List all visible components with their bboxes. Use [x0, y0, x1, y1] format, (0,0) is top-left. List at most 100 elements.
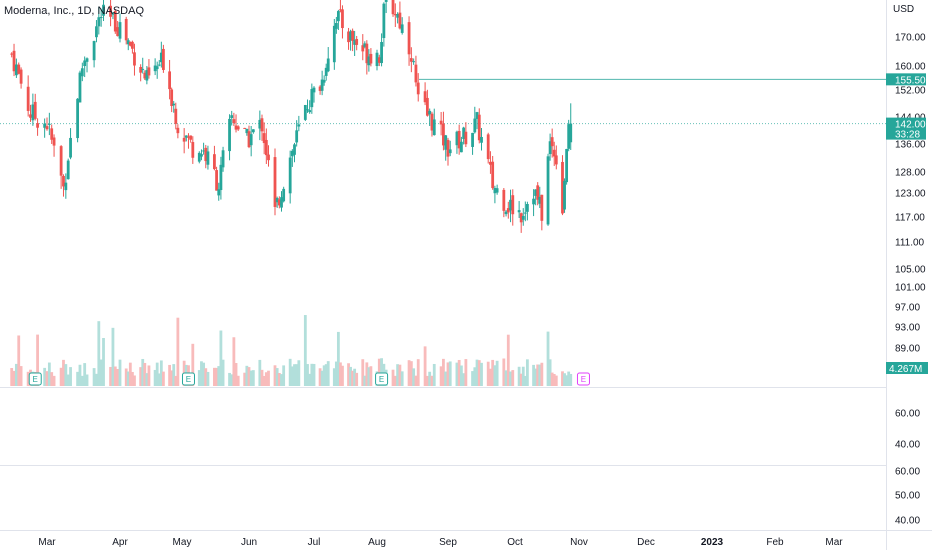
candle-body — [232, 119, 236, 124]
volume-bar — [561, 371, 564, 386]
candle-body — [19, 69, 23, 84]
candle-body — [206, 151, 210, 165]
candle-body — [523, 212, 527, 214]
volume-bar — [318, 368, 322, 386]
candle-body — [243, 127, 247, 129]
candle-body — [550, 137, 554, 147]
candle-body — [184, 135, 188, 138]
volume-bar — [12, 370, 16, 386]
candle-body — [200, 154, 203, 157]
volume-bar — [111, 327, 115, 386]
volume-bar — [430, 375, 434, 386]
volume-bar — [147, 365, 151, 386]
volume-bar — [97, 321, 101, 386]
last-price-badge-bg — [886, 117, 926, 140]
candle-body — [215, 170, 218, 191]
candle-body — [339, 9, 342, 11]
volume-bar — [215, 367, 218, 386]
candle-body — [439, 120, 443, 125]
volume-bar — [565, 375, 569, 386]
volume-bar — [69, 367, 72, 386]
volume-bar — [217, 366, 221, 386]
candle-body — [85, 58, 89, 62]
candle-body — [247, 131, 251, 148]
volume-bar — [228, 372, 231, 386]
volume-bar — [489, 368, 492, 386]
candle-body — [264, 139, 268, 156]
earnings-marker[interactable] — [576, 372, 590, 386]
volume-bar — [347, 363, 350, 386]
candle-body — [290, 150, 294, 157]
time-tick-label: Sep — [439, 537, 457, 548]
volume-bar — [78, 364, 82, 386]
volume-bar — [363, 375, 367, 386]
volume-bar — [332, 368, 336, 386]
candle-body — [78, 72, 82, 103]
earnings-marker[interactable] — [375, 372, 389, 386]
volume-bar — [525, 359, 529, 386]
volume-bar — [369, 366, 373, 386]
earnings-marker-label: E — [379, 375, 384, 384]
candle-body — [462, 127, 466, 139]
candle-body — [59, 146, 63, 176]
time-tick-label: Dec — [637, 537, 655, 548]
volume-bar — [353, 368, 357, 386]
candle-body — [295, 130, 299, 143]
volume-bar — [204, 368, 208, 386]
candle-body — [128, 41, 132, 46]
volume-bar — [416, 359, 420, 386]
volume-bar — [202, 362, 206, 386]
candle-body — [14, 64, 18, 76]
volume-bar — [128, 362, 132, 386]
candle-body — [159, 52, 163, 63]
volume-bar — [536, 364, 540, 386]
time-tick-label: Nov — [570, 537, 588, 548]
volume-bar — [145, 373, 149, 386]
candle-body — [297, 124, 301, 127]
volume-bar — [249, 370, 253, 386]
price-tick-label: 123.00 — [895, 189, 926, 200]
earnings-marker[interactable] — [28, 372, 42, 386]
candle-body — [506, 208, 510, 213]
candle-body — [398, 12, 402, 29]
volume-bar — [339, 362, 342, 386]
candle-body — [365, 43, 369, 64]
candle-body — [109, 5, 112, 17]
candle-body — [170, 89, 174, 107]
volume-bar — [275, 368, 279, 386]
candle-body — [347, 31, 350, 43]
candle-body — [293, 144, 296, 155]
volume-bar — [80, 375, 84, 386]
price-tick-label: 128.00 — [895, 168, 926, 179]
time-tick-label: Jun — [241, 537, 257, 548]
volume-bar — [197, 370, 201, 386]
volume-bar — [398, 364, 402, 386]
candle-body — [217, 189, 221, 196]
volume-bar — [428, 371, 432, 386]
candle-body — [538, 196, 542, 204]
time-axis[interactable]: Mar Apr May Jun Jul Aug Sep Oct Nov Dec 2023 Feb Mar — [38, 537, 843, 548]
candle-body — [493, 187, 497, 194]
volume-bar — [45, 371, 49, 386]
volume-bar — [260, 369, 264, 386]
earnings-marker[interactable] — [181, 372, 195, 386]
candle-body — [162, 48, 165, 70]
candle-body — [517, 210, 521, 213]
volume-bar — [423, 346, 427, 386]
volume-bar — [563, 373, 566, 386]
candle-body — [369, 53, 373, 64]
volume-bar — [480, 362, 483, 386]
candle-body — [312, 87, 316, 93]
volume-bar — [464, 359, 468, 386]
volume-bar — [355, 372, 359, 386]
candle-body — [64, 182, 68, 191]
candle-body — [182, 137, 186, 142]
volume-bar — [273, 365, 277, 386]
volume-bar — [280, 374, 283, 386]
volume-bar — [341, 365, 344, 386]
volume-bar — [52, 375, 56, 386]
candle-body — [565, 148, 569, 183]
volume-bar — [95, 373, 98, 386]
